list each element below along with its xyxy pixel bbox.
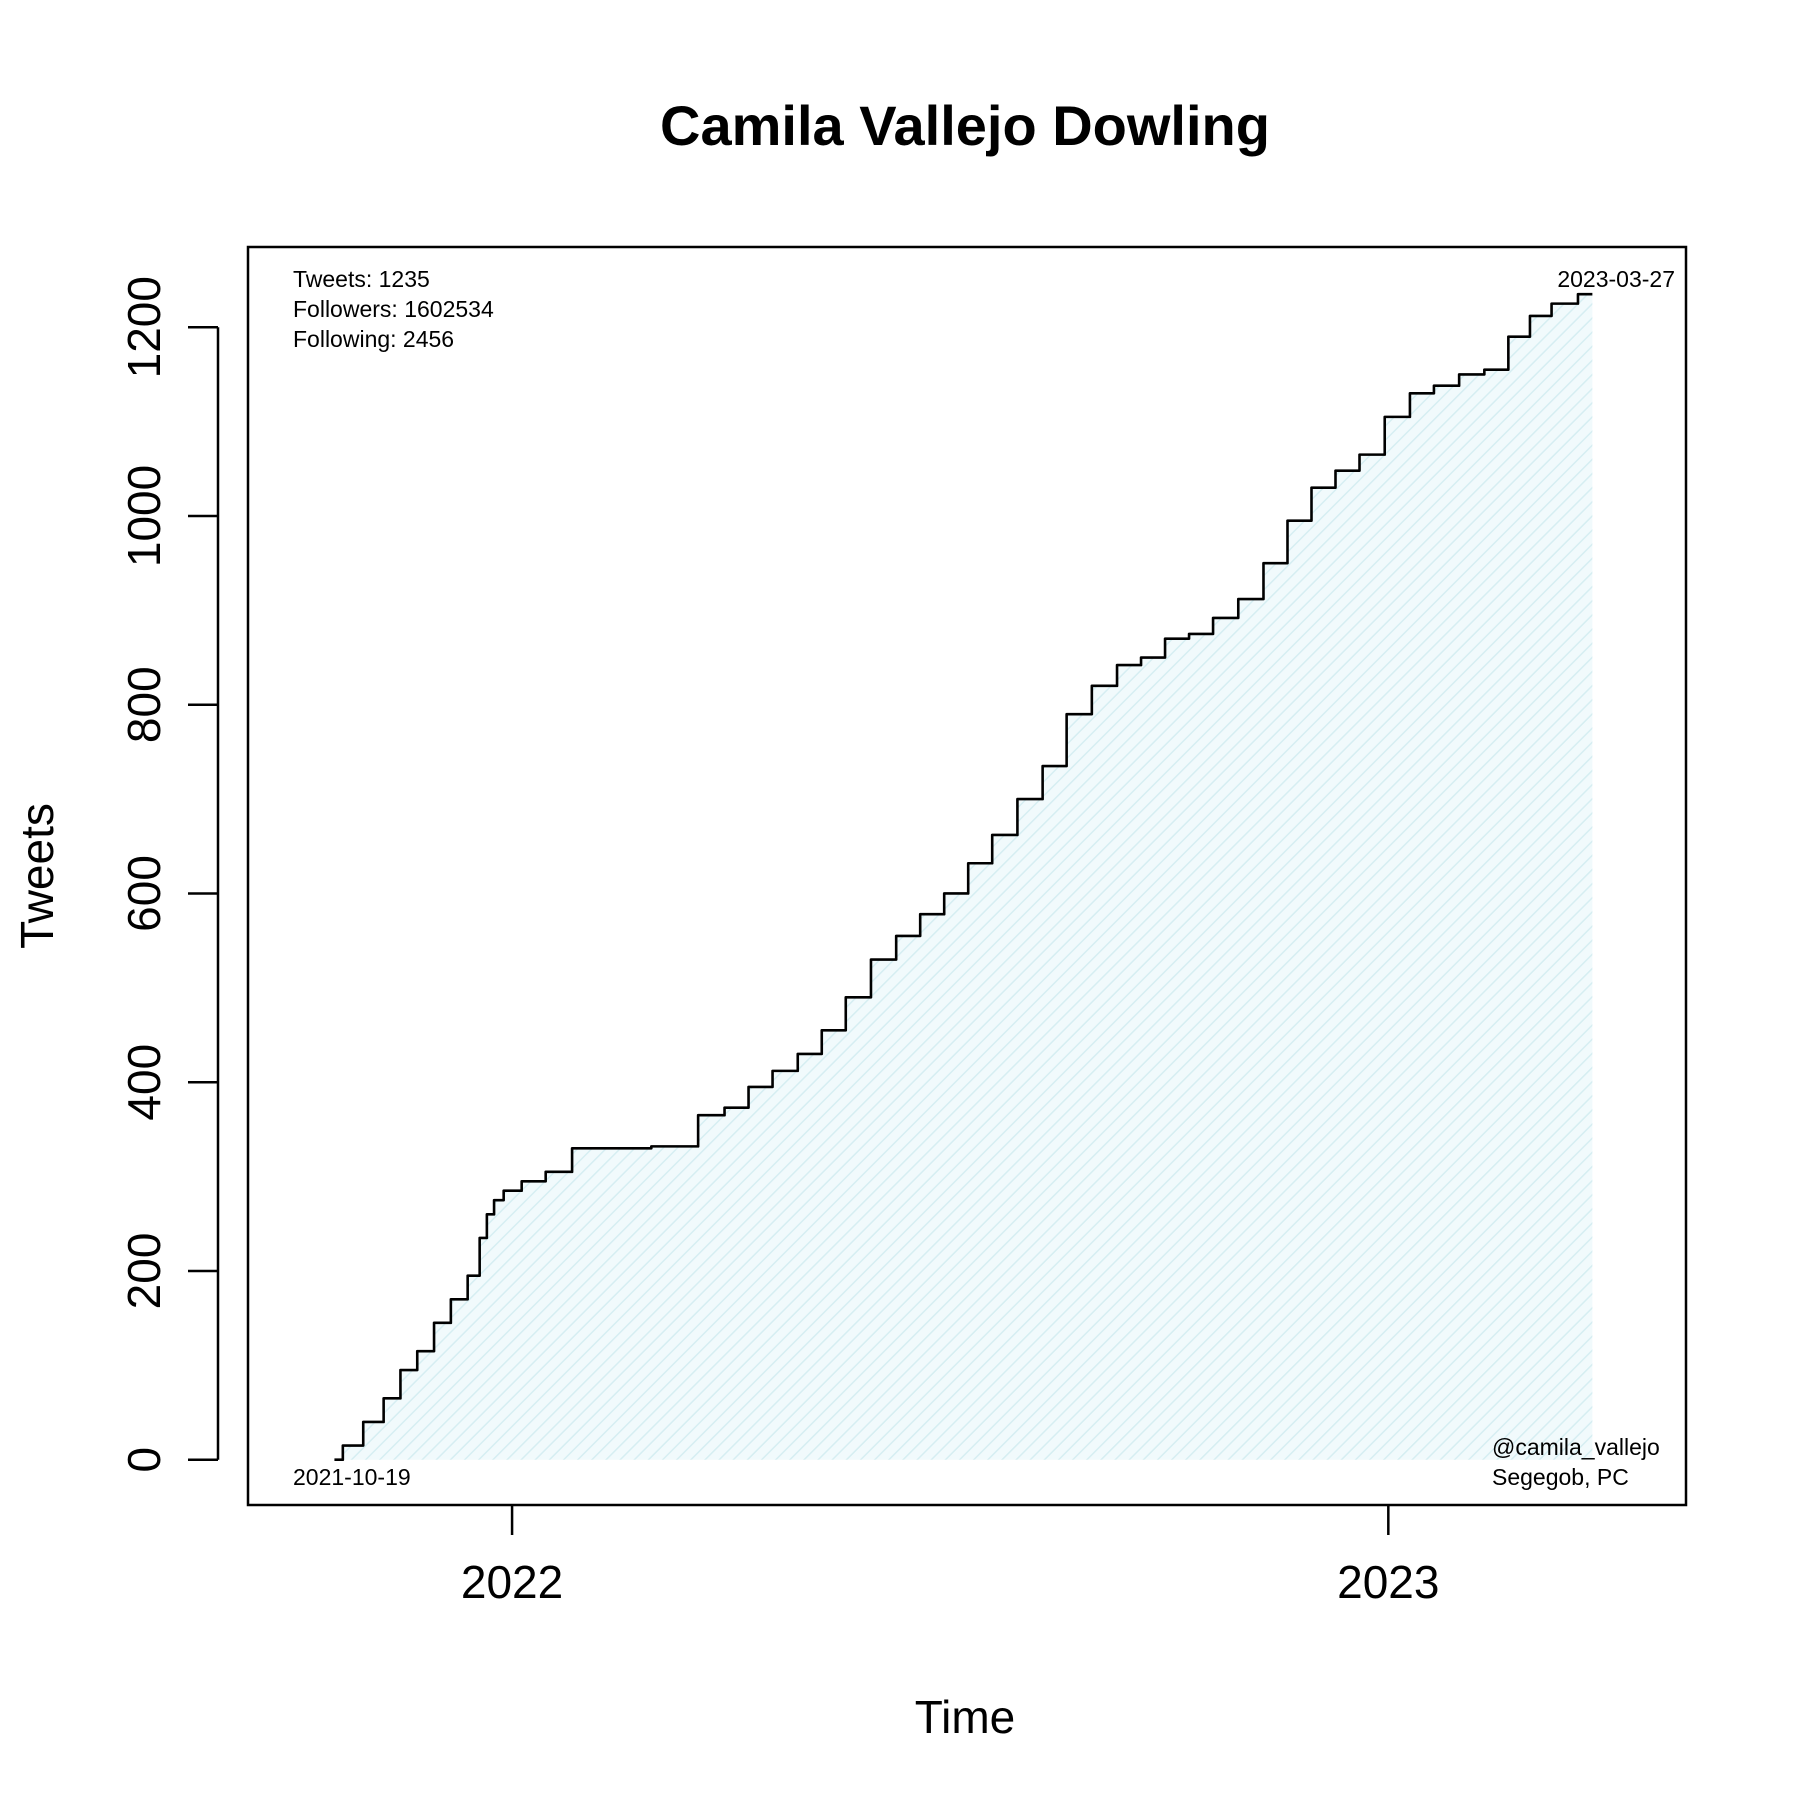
handle-note: @camila_vallejo (1492, 1434, 1660, 1460)
y-tick-label: 400 (118, 1044, 170, 1121)
x-tick-label: 2022 (461, 1556, 563, 1608)
y-tick-label: 200 (118, 1233, 170, 1310)
y-tick-label: 600 (118, 855, 170, 932)
end-date-note: 2023-03-27 (1557, 266, 1675, 292)
y-tick-label: 800 (118, 666, 170, 743)
start-date-note: 2021-10-19 (293, 1464, 411, 1490)
tweets-count-note: Tweets: 1235 (293, 266, 430, 292)
y-axis: 0 200 400 600 800 1000 1200 (118, 276, 220, 1473)
y-tick-label: 1000 (118, 465, 170, 567)
x-axis-label: Time (915, 1691, 1016, 1743)
following-count-note: Following: 2456 (293, 326, 454, 352)
plot-frame (246, 245, 1688, 1507)
followers-count-note: Followers: 1602534 (293, 296, 494, 322)
affiliation-note: Segegob, PC (1492, 1464, 1629, 1490)
x-tick-label: 2023 (1337, 1556, 1439, 1608)
x-axis: 2022 2023 (461, 1505, 1439, 1608)
area-fill (334, 294, 1593, 1460)
chart-title: Camila Vallejo Dowling (660, 94, 1270, 157)
y-tick-label: 1200 (118, 276, 170, 378)
series-line (334, 292, 1593, 1461)
y-axis-label: Tweets (11, 803, 63, 949)
y-tick-label: 0 (118, 1447, 170, 1473)
